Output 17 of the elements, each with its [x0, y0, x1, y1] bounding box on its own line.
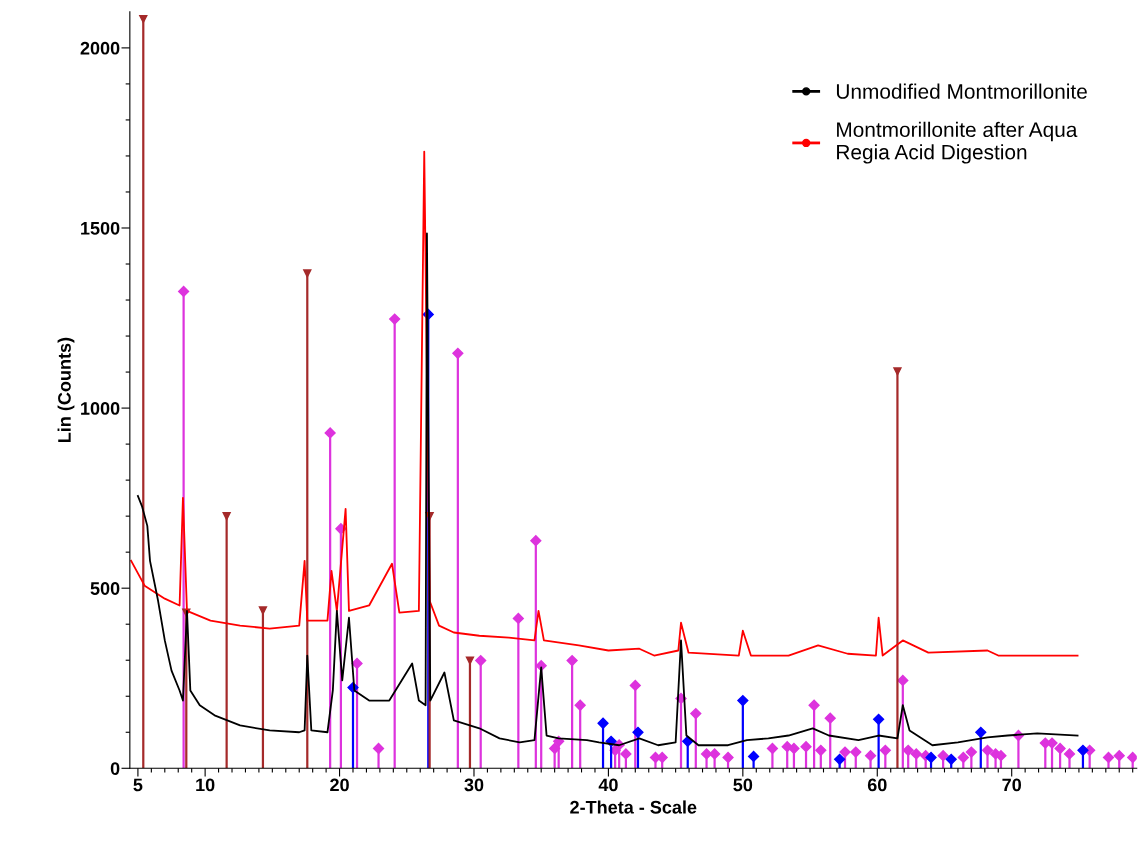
- legend-label: Montmorillonite after Aqua Regia Acid Digestion: [837, 121, 1078, 164]
- x-tick-label: 50: [733, 778, 753, 792]
- y-tick-label: 1000: [81, 402, 120, 415]
- x-tick-label: 70: [1002, 778, 1022, 792]
- x-tick-label: 60: [867, 778, 887, 792]
- y-tick-label: 0: [110, 762, 120, 776]
- x-tick-label: 40: [598, 778, 618, 792]
- x-tick-label: 20: [330, 778, 349, 792]
- y-axis-title: Lin (Counts): [57, 337, 75, 443]
- x-tick-label: 30: [464, 778, 484, 792]
- y-tick-label: 2000: [80, 41, 120, 55]
- y-tick-label: 1500: [81, 221, 120, 235]
- y-tick-label: 500: [90, 582, 120, 595]
- legend-label: Unmodified Montmorillonite: [836, 83, 1087, 99]
- x-tick-label: 5: [133, 778, 143, 792]
- x-axis-title: 2-Theta - Scale: [570, 800, 697, 814]
- x-tick-label: 10: [196, 778, 215, 792]
